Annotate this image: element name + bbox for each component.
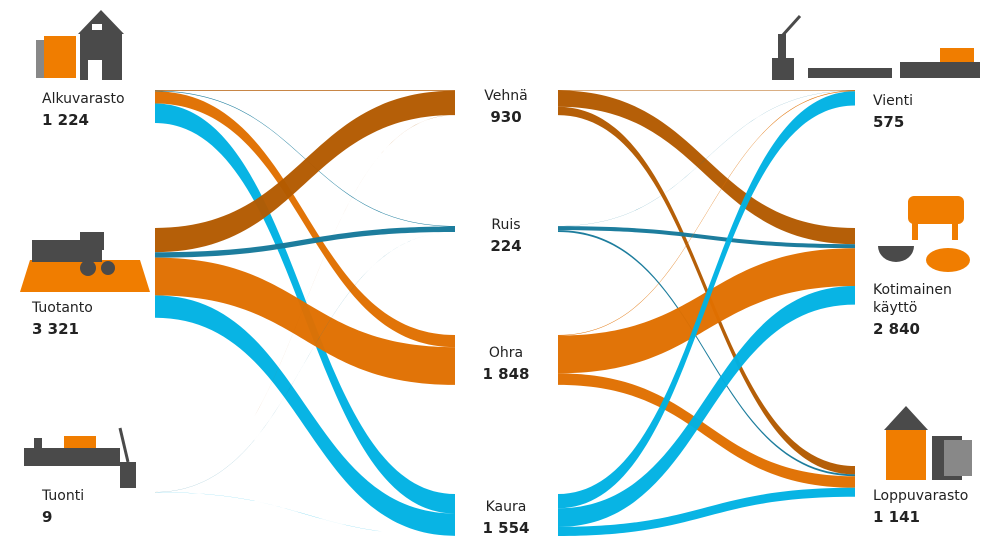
node-value: 3 321 (32, 320, 79, 338)
inflow-link (155, 226, 455, 258)
node-label: Vienti (873, 93, 913, 109)
icon-storage (36, 10, 124, 80)
node-label: Loppuvarasto (873, 488, 968, 504)
inflow-link (155, 295, 455, 536)
links (155, 90, 855, 536)
node-value: 2 840 (873, 320, 920, 338)
inflow-link (155, 90, 455, 253)
node-value: 1 224 (42, 111, 89, 129)
node-value: 9 (42, 508, 52, 526)
inflow-link (155, 492, 455, 536)
outflow-link (558, 90, 855, 336)
icon-end-storage (884, 406, 972, 480)
node-label: Kotimainen (873, 282, 952, 298)
node-label: Tuonti (41, 488, 84, 504)
outflow-link (558, 487, 855, 536)
outflow-link (558, 90, 855, 245)
inflow-link (155, 257, 455, 385)
node-label: Vehnä (484, 88, 527, 104)
node-label: Tuotanto (31, 300, 93, 316)
inflow-link (155, 90, 455, 227)
inflow-link (155, 90, 455, 91)
node-label: Ruis (491, 217, 520, 233)
icon-ship-import (24, 427, 136, 488)
inflow-link (155, 115, 455, 493)
node-value: 1 141 (873, 508, 920, 526)
node-value: 930 (490, 108, 521, 126)
outflow-link (558, 230, 855, 477)
outflow-link (558, 91, 855, 509)
outflow-link (558, 286, 855, 527)
icon-domestic (878, 196, 970, 272)
icon-export (772, 14, 980, 80)
node-label: käyttö (873, 300, 917, 316)
outflow-link (558, 90, 855, 227)
outflow-link (558, 373, 855, 488)
outflow-link (558, 106, 855, 475)
node-value: 1 554 (483, 519, 530, 537)
node-label: Kaura (486, 499, 527, 515)
outflow-link (558, 248, 855, 374)
inflow-link (155, 91, 455, 348)
node-label: Ohra (489, 345, 523, 361)
node-value: 224 (490, 237, 521, 255)
icon-harvester (20, 232, 150, 292)
node-value: 575 (873, 113, 904, 131)
outflow-link (558, 90, 855, 91)
inflow-link (155, 231, 455, 493)
labels: Alkuvarasto 1 224 Tuotanto 3 321 Tuonti 9 Vehn… (31, 88, 968, 537)
node-label: Alkuvarasto (42, 91, 125, 107)
outflow-link (558, 226, 855, 249)
node-value: 1 848 (483, 365, 530, 383)
